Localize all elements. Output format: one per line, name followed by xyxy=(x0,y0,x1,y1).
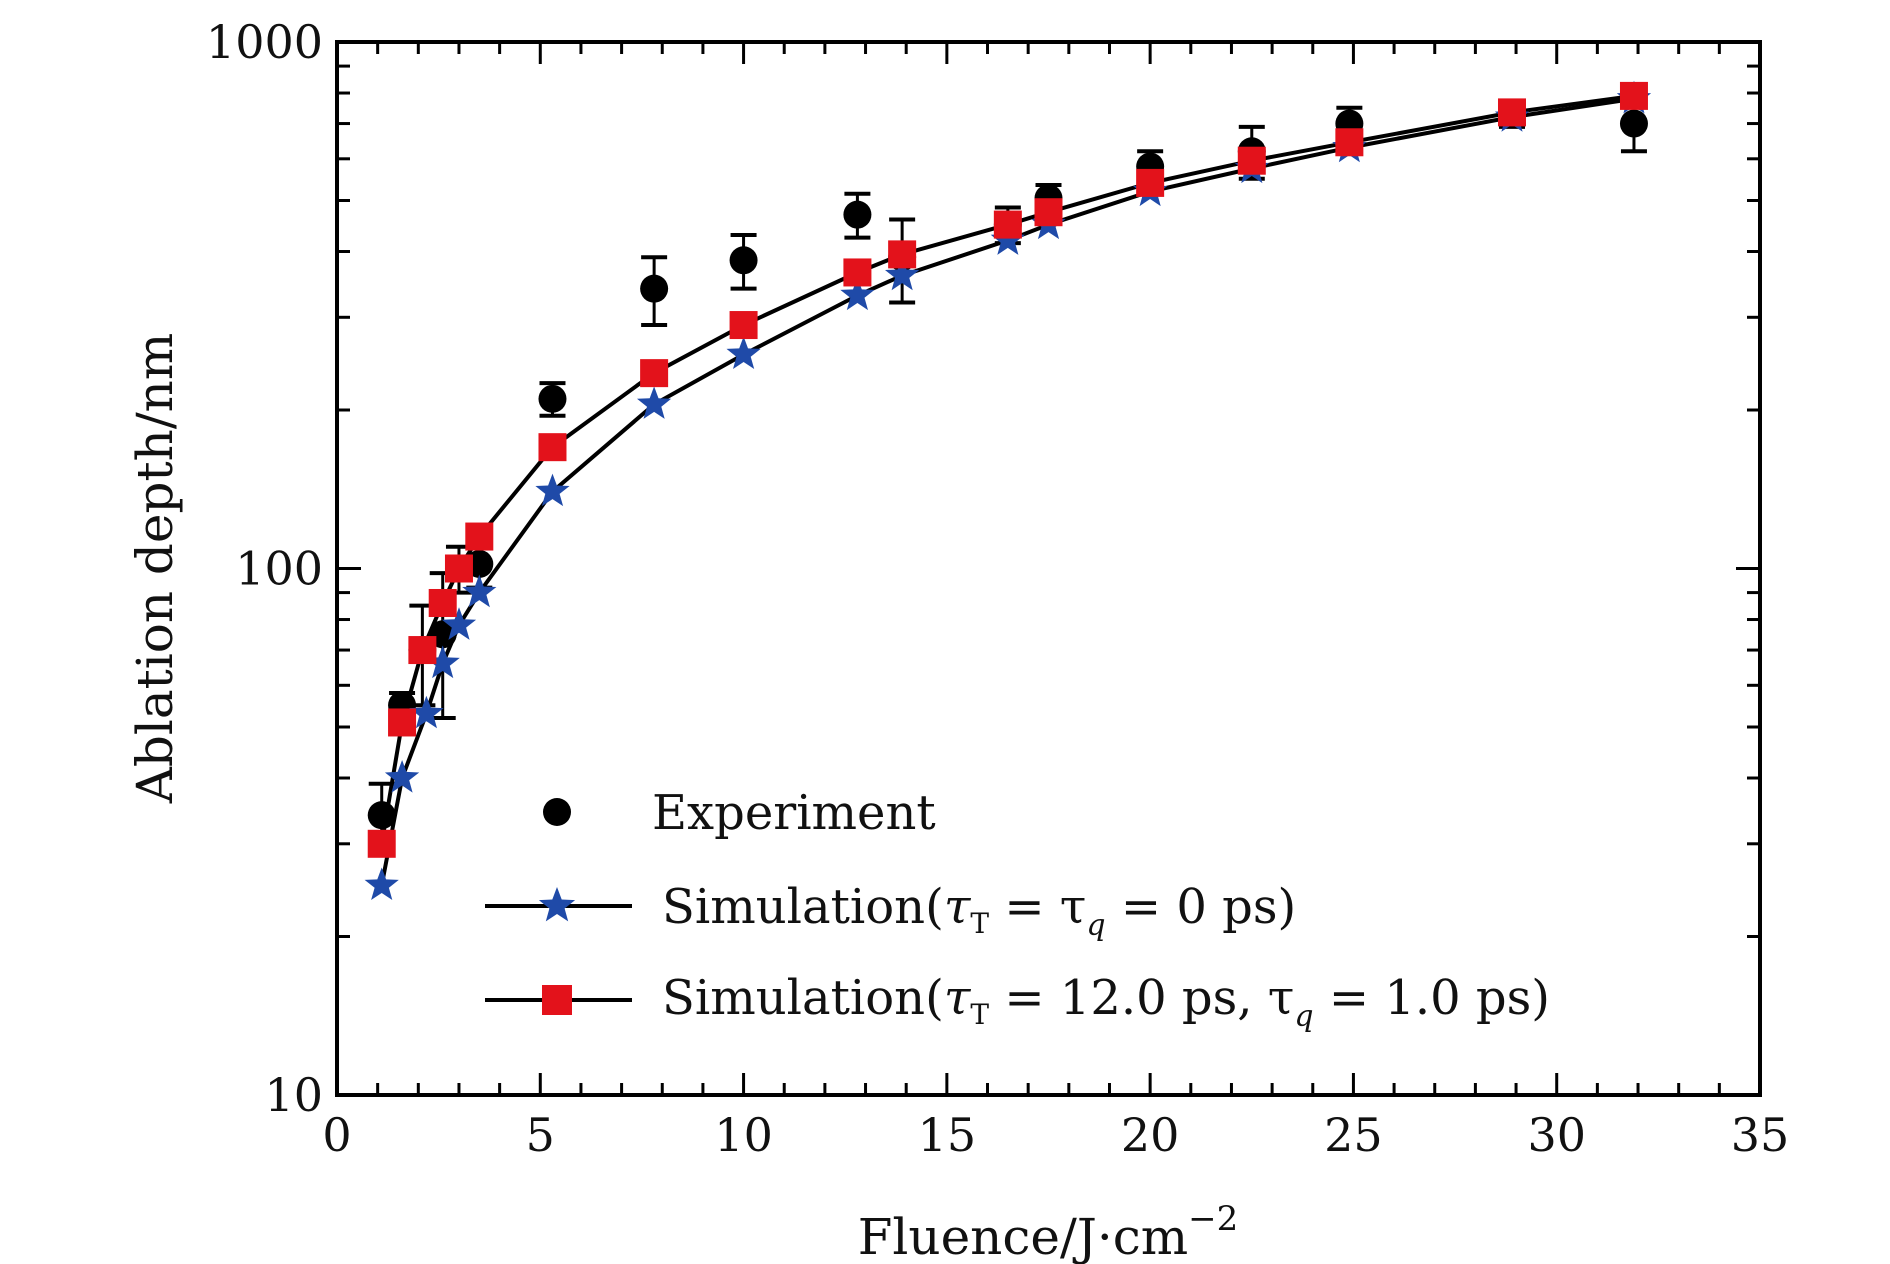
data-point-sim1 xyxy=(425,645,460,679)
legend-sim1-tau1: τ xyxy=(944,879,972,935)
legend: Experiment Simulation(τT = τq = 0 ps) Si… xyxy=(485,785,1550,1034)
legend-sim1-mid: = τ xyxy=(989,879,1086,935)
legend-sim1-sub1: T xyxy=(970,907,989,940)
data-point-sim2 xyxy=(888,240,917,269)
data-point-experiment xyxy=(640,274,669,303)
y-tick-label: 100 xyxy=(235,542,323,596)
series-layer xyxy=(364,80,1652,900)
axis-ticks xyxy=(335,42,1762,1097)
data-point-sim2 xyxy=(640,359,669,388)
x-tick-label: 15 xyxy=(918,1108,977,1162)
legend-marker-sim2 xyxy=(542,985,572,1015)
data-point-experiment xyxy=(367,801,396,830)
data-point-sim2 xyxy=(1335,128,1364,157)
data-point-sim1 xyxy=(885,257,920,291)
data-point-sim1 xyxy=(364,867,399,900)
x-axis-title-exponent: −2 xyxy=(1188,1199,1238,1239)
data-point-experiment xyxy=(1619,109,1648,138)
data-point-sim1 xyxy=(990,222,1025,255)
y-axis-title: Ablation depth/nm xyxy=(126,333,184,805)
data-point-sim1 xyxy=(535,473,570,507)
x-tick-label: 10 xyxy=(714,1108,773,1162)
legend-label-sim2: Simulation(τT = 12.0 ps, τq = 1.0 ps) xyxy=(662,970,1550,1034)
legend-marker-experiment xyxy=(543,798,571,826)
data-point-sim1 xyxy=(637,386,672,419)
data-point-sim2 xyxy=(408,636,437,665)
legend-label-experiment: Experiment xyxy=(652,785,936,841)
legend-sim1-sub2: q xyxy=(1086,908,1105,943)
legend-sim2-mid: = 12.0 ps, τ xyxy=(989,970,1294,1026)
data-point-sim1 xyxy=(409,695,444,729)
legend-sim1-end: = 0 ps) xyxy=(1106,879,1297,935)
data-point-sim2 xyxy=(444,554,473,583)
y-tick-label: 10 xyxy=(264,1068,323,1122)
data-point-experiment xyxy=(843,200,872,229)
y-tick-label: 1000 xyxy=(206,15,323,69)
x-axis-title-main: Fluence/J·cm xyxy=(858,1208,1188,1264)
data-point-sim2 xyxy=(388,708,417,737)
legend-marker-sim1 xyxy=(538,887,576,922)
data-point-sim2 xyxy=(1034,198,1063,227)
legend-sim1-prefix: Simulation( xyxy=(662,879,944,935)
axis-tick-labels: 0 5 10 15 20 25 30 35 10 100 1000 xyxy=(206,15,1789,1162)
data-point-sim2 xyxy=(729,311,758,340)
data-point-sim1 xyxy=(462,574,497,608)
legend-sim2-tau1: τ xyxy=(944,970,972,1026)
x-axis-title: Fluence/J·cm−2 xyxy=(858,1199,1239,1264)
legend-sim2-end: = 1.0 ps) xyxy=(1314,970,1550,1026)
data-point-sim1 xyxy=(840,277,875,311)
legend-sim2-sub1: T xyxy=(970,998,989,1031)
data-point-sim2 xyxy=(428,588,457,617)
legend-sim2-prefix: Simulation( xyxy=(662,970,944,1026)
x-tick-label: 20 xyxy=(1121,1108,1180,1162)
data-point-sim1 xyxy=(726,336,761,369)
data-point-sim2 xyxy=(538,433,567,462)
data-point-sim2 xyxy=(1237,146,1266,175)
data-point-experiment xyxy=(729,246,758,275)
data-point-sim2 xyxy=(465,522,494,551)
legend-label-sim1: Simulation(τT = τq = 0 ps) xyxy=(662,879,1296,943)
x-tick-label: 5 xyxy=(526,1108,555,1162)
data-point-sim1 xyxy=(384,760,420,793)
data-point-experiment xyxy=(538,384,567,413)
data-point-sim2 xyxy=(843,258,872,287)
legend-sim2-sub2: q xyxy=(1294,999,1313,1034)
data-point-sim2 xyxy=(993,210,1022,239)
data-point-sim1 xyxy=(441,607,477,640)
x-tick-label: 25 xyxy=(1324,1108,1383,1162)
data-point-sim2 xyxy=(367,829,396,858)
data-point-sim2 xyxy=(1619,81,1648,110)
data-point-sim2 xyxy=(1136,168,1165,197)
x-tick-label: 30 xyxy=(1527,1108,1586,1162)
x-tick-label: 35 xyxy=(1731,1108,1790,1162)
x-tick-label: 0 xyxy=(322,1108,351,1162)
data-point-sim2 xyxy=(1497,98,1526,127)
